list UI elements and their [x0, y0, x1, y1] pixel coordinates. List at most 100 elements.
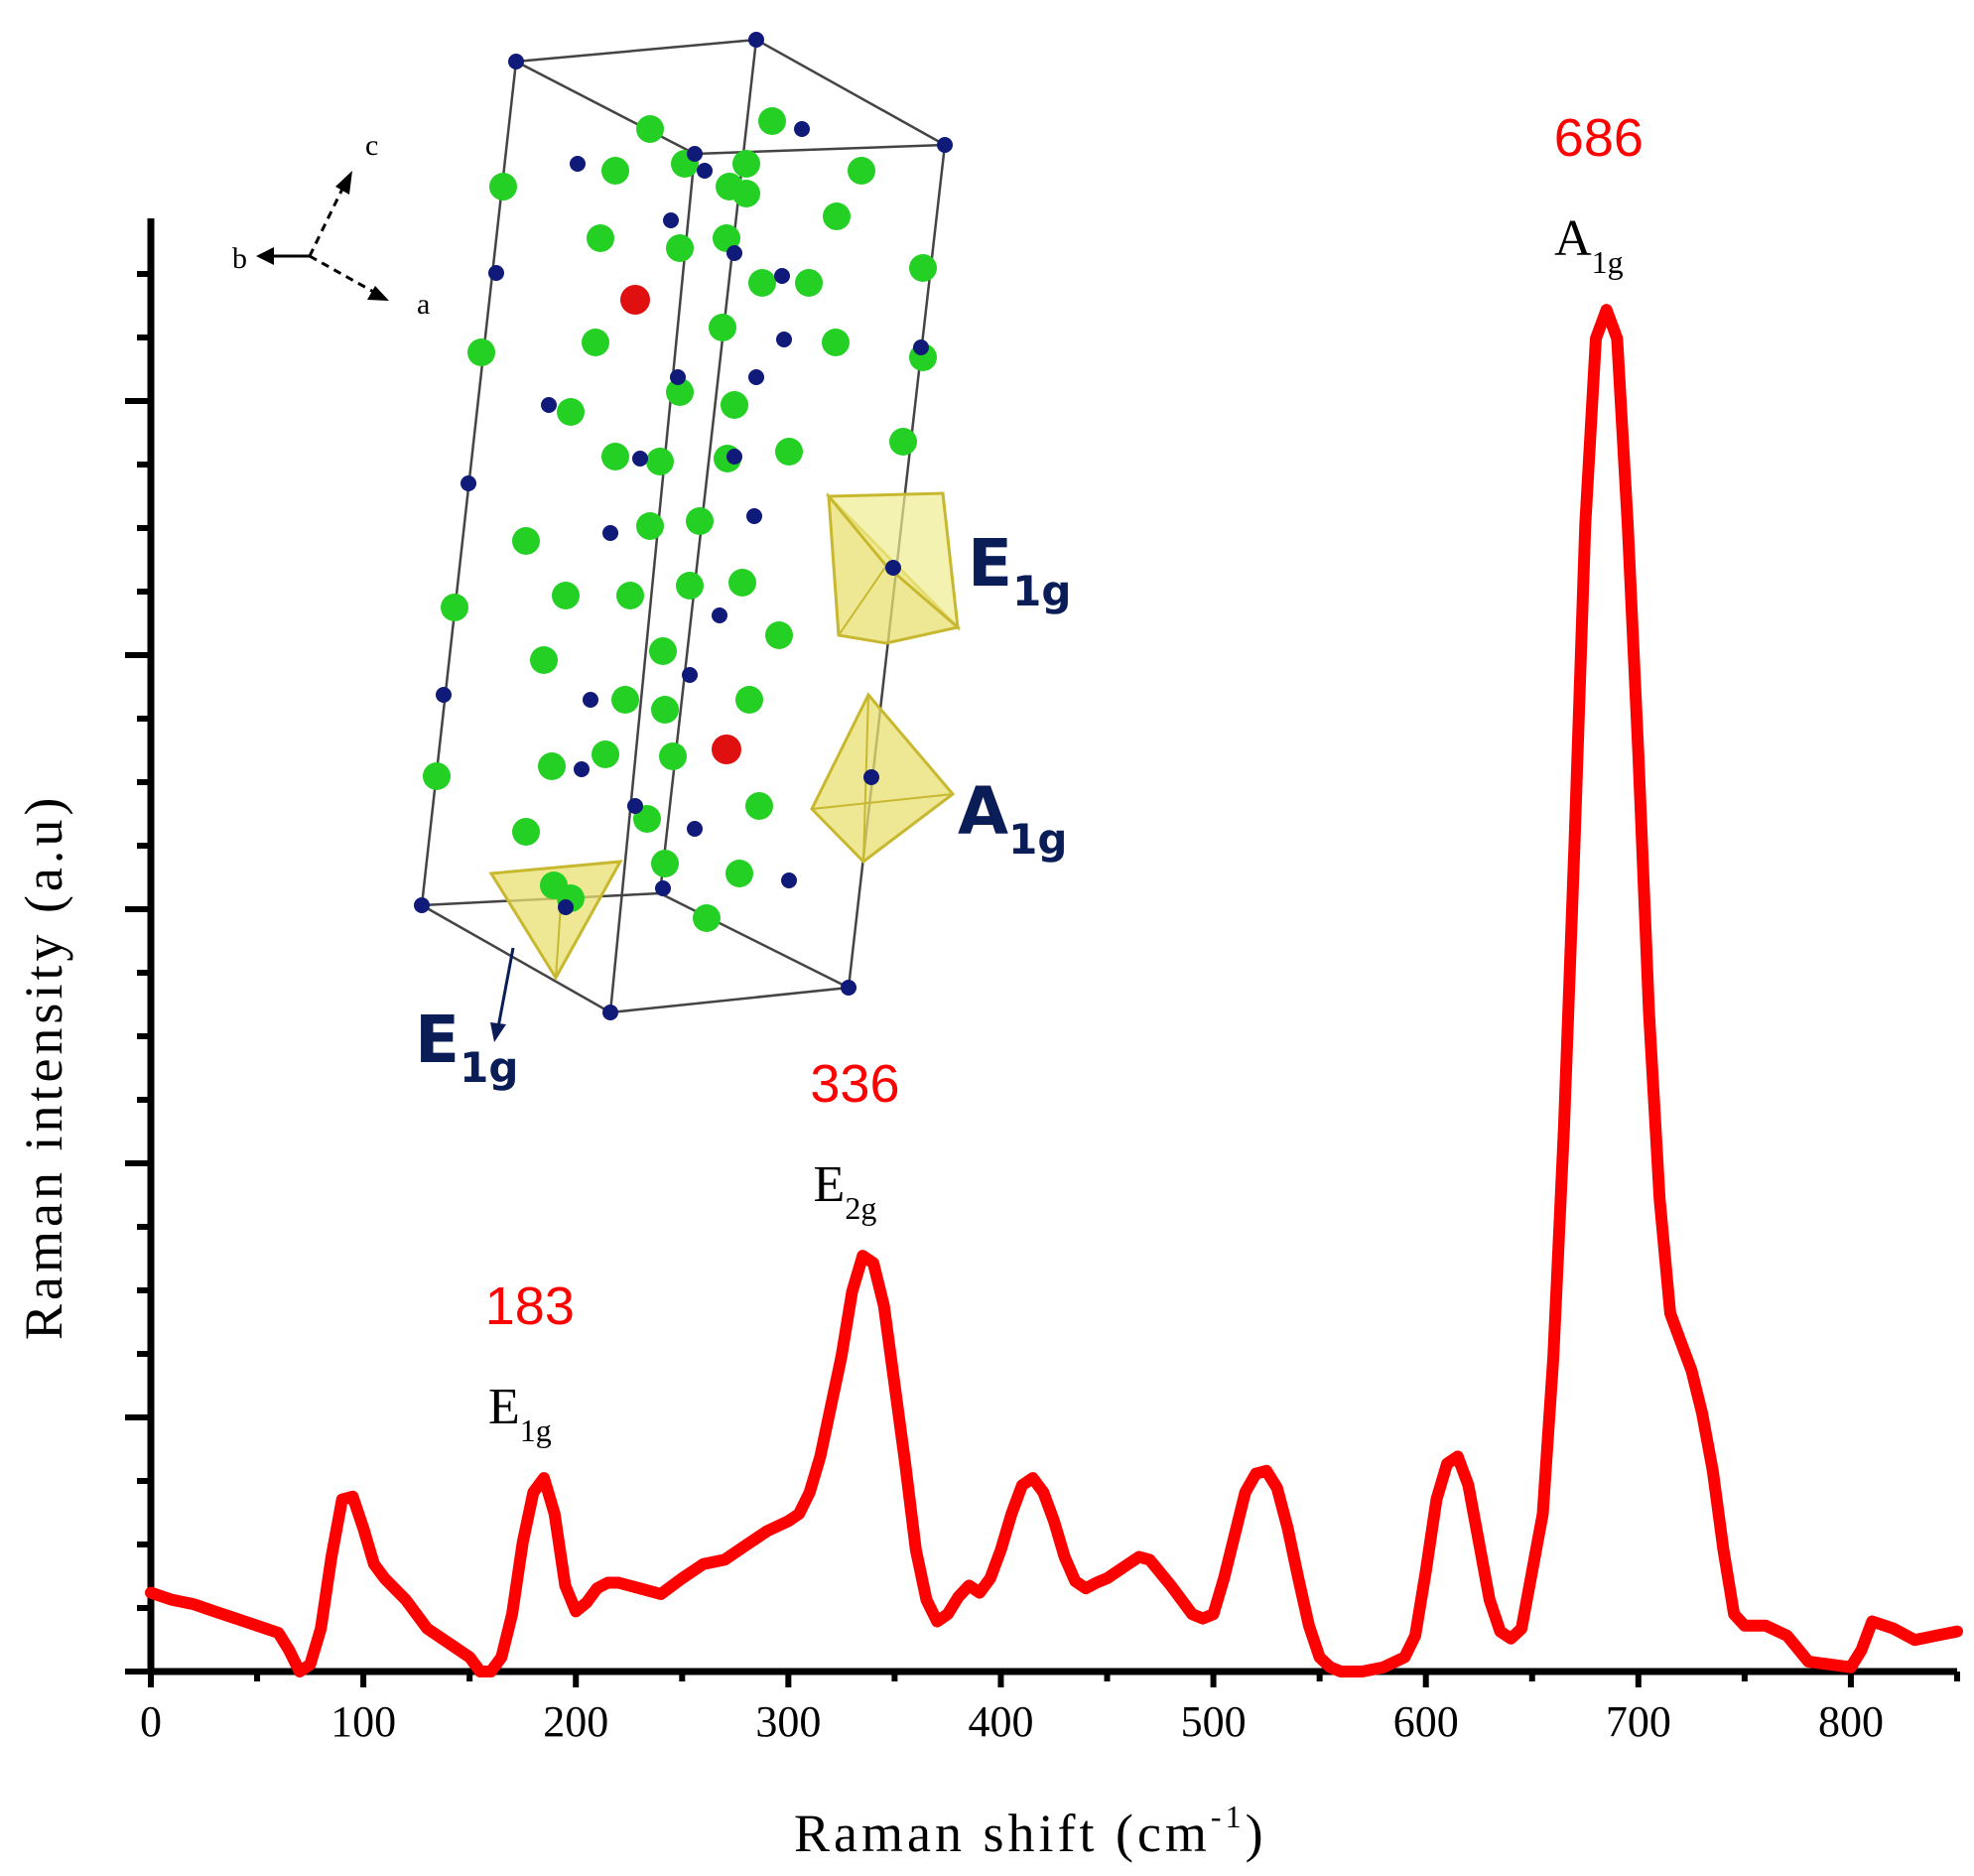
- blue-atom: [746, 508, 762, 524]
- octahedron-lower: [488, 860, 623, 981]
- peak-value-label-686: 686: [1554, 108, 1644, 168]
- green-atom: [709, 314, 736, 341]
- x-tick-label: 0: [140, 1697, 162, 1746]
- green-atom: [423, 762, 451, 790]
- y-axis-ticks: [125, 271, 151, 1675]
- blue-atom: [541, 397, 557, 413]
- green-atom: [725, 860, 753, 887]
- x-tick-label: 200: [543, 1697, 608, 1746]
- green-atom: [611, 686, 639, 714]
- green-atom: [666, 234, 694, 262]
- blue-atom: [726, 449, 742, 465]
- blue-atom: [774, 268, 790, 284]
- peak-mode-label-336: E2g: [814, 1156, 877, 1226]
- axis-triad: [256, 171, 389, 301]
- blue-atom: [414, 897, 430, 913]
- blue-atom: [655, 880, 671, 896]
- green-atom: [693, 904, 721, 932]
- x-tick-label: 400: [968, 1697, 1033, 1746]
- axis-a-label: a: [417, 288, 430, 321]
- green-atom: [601, 443, 629, 470]
- x-tick-label: 700: [1606, 1697, 1671, 1746]
- inset-pointer-arrow: [490, 947, 515, 1042]
- green-atom: [582, 329, 609, 356]
- red-atom: [620, 285, 650, 315]
- blue-atom: [776, 332, 792, 347]
- green-atom: [735, 686, 763, 714]
- peak-mode-label-686: A1g: [1554, 210, 1624, 280]
- green-atom: [651, 696, 679, 724]
- blue-atom: [885, 560, 901, 576]
- blue-atom: [436, 687, 452, 703]
- y-axis-title: Raman intensity (a.u): [14, 794, 73, 1340]
- green-atom: [530, 646, 558, 674]
- green-atom: [732, 180, 760, 207]
- series-line-raman: [145, 304, 1963, 1677]
- green-atom: [889, 428, 917, 456]
- blue-atom: [841, 980, 856, 996]
- x-tick-label: 500: [1181, 1697, 1247, 1746]
- green-atom: [676, 572, 704, 600]
- green-atom: [758, 107, 786, 135]
- green-atom: [721, 391, 748, 419]
- blue-atom: [508, 54, 524, 69]
- green-atom: [775, 438, 803, 466]
- green-atom: [765, 621, 793, 649]
- green-atom: [748, 269, 776, 297]
- x-axis-tick-labels: 0 100 200 300 400 500 600 700 800: [140, 1697, 1884, 1746]
- blue-atom: [748, 369, 764, 385]
- green-atom: [651, 850, 679, 877]
- blue-atom: [488, 265, 504, 281]
- peak-mode-label-183: E1g: [488, 1379, 552, 1448]
- blue-atom: [682, 667, 698, 683]
- x-axis-ticks: [148, 1672, 1960, 1687]
- blue-atom: [712, 607, 727, 623]
- green-atom: [686, 507, 714, 535]
- green-atom: [512, 527, 540, 555]
- green-atom: [745, 792, 773, 820]
- blue-atom: [583, 692, 598, 708]
- blue-atom: [748, 32, 764, 48]
- x-axis-title: Raman shift (cm-1): [794, 1799, 1267, 1863]
- green-atom: [659, 742, 687, 770]
- blue-atom: [461, 475, 476, 491]
- green-atom: [646, 448, 674, 475]
- green-atom: [441, 594, 468, 621]
- blue-atom: [570, 156, 586, 172]
- green-atom: [728, 569, 756, 597]
- blue-atom: [602, 1005, 618, 1020]
- red-atom: [712, 735, 741, 764]
- blue-atom: [726, 245, 742, 261]
- x-tick-label: 100: [330, 1697, 396, 1746]
- axis-b-label: b: [232, 242, 247, 275]
- axis-c-label: c: [365, 129, 378, 162]
- x-tick-label: 300: [755, 1697, 821, 1746]
- blue-atom: [627, 798, 643, 814]
- x-tick-label: 800: [1818, 1697, 1884, 1746]
- blue-atom: [937, 137, 953, 153]
- blue-atom: [632, 451, 648, 467]
- atoms: [414, 32, 953, 1020]
- x-tick-label: 600: [1393, 1697, 1459, 1746]
- green-atom: [666, 378, 694, 406]
- blue-atom: [602, 525, 618, 541]
- inset-label-a1g: A1g: [958, 773, 1067, 864]
- blue-atom: [687, 821, 703, 837]
- peak-value-label-183: 183: [485, 1276, 575, 1336]
- green-atom: [713, 224, 740, 252]
- green-atom: [732, 150, 760, 178]
- blue-atom: [794, 121, 810, 137]
- green-atom: [636, 115, 664, 143]
- green-atom: [909, 254, 937, 282]
- green-atom: [592, 740, 619, 768]
- green-atom: [823, 202, 851, 230]
- green-atom: [616, 582, 644, 609]
- green-atom: [538, 752, 566, 780]
- inset-label-e1g-lower: E1g: [415, 1002, 518, 1092]
- green-atom: [848, 157, 875, 185]
- green-atom: [489, 173, 517, 201]
- green-atom: [649, 637, 677, 665]
- green-atom: [636, 512, 664, 540]
- octahedron-middle: [810, 692, 956, 864]
